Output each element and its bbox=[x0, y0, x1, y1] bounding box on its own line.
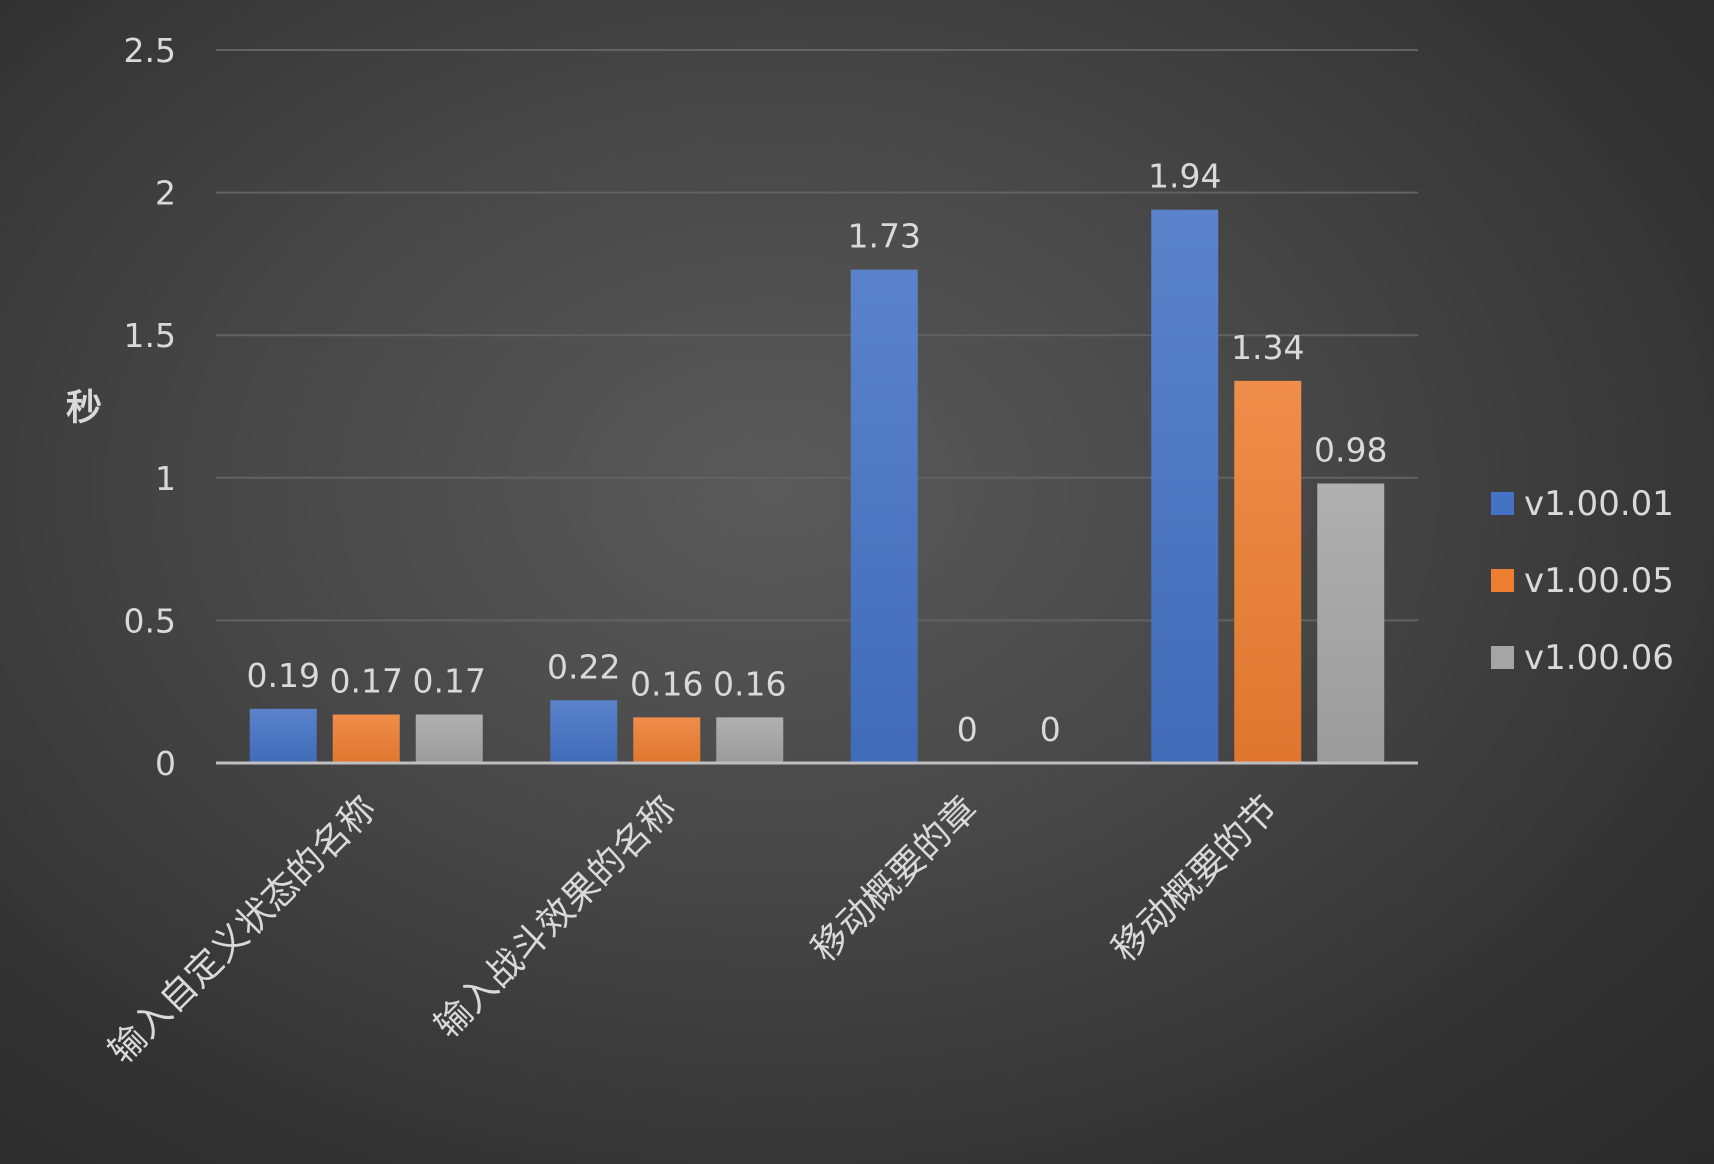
bar-v1.00.05 bbox=[633, 717, 701, 763]
data-label: 0.17 bbox=[330, 662, 403, 701]
data-label: 0 bbox=[1040, 710, 1061, 749]
y-tick-label: 1 bbox=[155, 459, 176, 498]
y-tick-label: 2 bbox=[155, 174, 176, 213]
bar-v1.00.01 bbox=[850, 269, 918, 763]
x-axis-categories: 输入自定义状态的名称 输入战斗效果的名称 移动概要的章 移动概要的节 bbox=[101, 788, 1286, 1072]
y-axis-title: 秒 bbox=[66, 388, 102, 429]
y-tick-label: 1.5 bbox=[124, 316, 176, 355]
bar-v1.00.06 bbox=[415, 714, 483, 763]
y-tick-label: 0.5 bbox=[124, 601, 176, 640]
x-category-label: 输入战斗效果的名称 bbox=[427, 788, 685, 1046]
legend-item: v1.00.06 bbox=[1491, 638, 1674, 678]
bar-v1.00.05 bbox=[1234, 380, 1302, 763]
y-tick-label: 2.5 bbox=[124, 31, 176, 70]
y-tick-label: 0 bbox=[155, 744, 176, 783]
bar-v1.00.01 bbox=[1151, 209, 1219, 763]
legend-swatch bbox=[1491, 492, 1514, 515]
data-label: 1.94 bbox=[1148, 157, 1221, 196]
legend-item: v1.00.05 bbox=[1491, 561, 1674, 601]
legend-label: v1.00.01 bbox=[1524, 484, 1674, 524]
data-label: 0 bbox=[957, 710, 978, 749]
bar-v1.00.01 bbox=[550, 700, 618, 763]
legend-label: v1.00.05 bbox=[1524, 561, 1674, 601]
x-category-label: 移动概要的章 bbox=[804, 788, 986, 970]
data-label: 0.22 bbox=[547, 647, 620, 686]
legend: v1.00.01 v1.00.05 v1.00.06 bbox=[1491, 484, 1674, 678]
data-label: 1.73 bbox=[848, 217, 921, 256]
legend-item: v1.00.01 bbox=[1491, 484, 1674, 524]
bar-v1.00.05 bbox=[332, 714, 400, 763]
data-label: 1.34 bbox=[1231, 328, 1304, 367]
data-labels: 0.19 0.17 0.17 0.22 0.16 0.16 1.73 0 0 1.94 1.34 0.… bbox=[247, 157, 1388, 749]
legend-swatch bbox=[1491, 569, 1514, 592]
data-label: 0.17 bbox=[413, 662, 486, 701]
x-category-label: 输入自定义状态的名称 bbox=[101, 788, 385, 1072]
legend-label: v1.00.06 bbox=[1524, 638, 1674, 678]
data-label: 0.98 bbox=[1314, 431, 1387, 470]
y-axis-ticks: 0 0.5 1 1.5 2 2.5 bbox=[124, 31, 176, 783]
x-category-label: 移动概要的节 bbox=[1104, 788, 1286, 970]
bar-v1.00.01 bbox=[249, 708, 317, 763]
bar-v1.00.06 bbox=[1317, 483, 1385, 763]
bars bbox=[249, 209, 1385, 763]
data-label: 0.16 bbox=[713, 664, 786, 703]
data-label: 0.16 bbox=[630, 664, 703, 703]
bar-v1.00.06 bbox=[716, 717, 784, 763]
data-label: 0.19 bbox=[247, 656, 320, 695]
legend-swatch bbox=[1491, 646, 1514, 669]
